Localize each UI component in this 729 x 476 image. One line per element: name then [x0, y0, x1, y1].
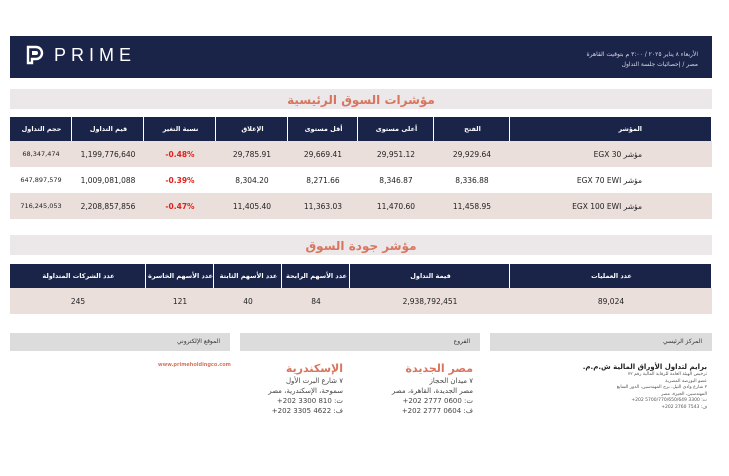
transactions-cell: 89,024 [510, 288, 712, 314]
prime-logo-icon [26, 45, 44, 65]
gainers-cell: 84 [282, 288, 350, 314]
losers-cell: 121 [146, 288, 214, 314]
hq-address: المهندسين، الجيزة، مصر [661, 391, 707, 397]
report-date: الأربعاء ٨ يناير ٢٠٢٥ / ٣:٠٠ م بتوقيت ال… [586, 51, 698, 58]
low-cell: 11,363.03 [288, 193, 358, 219]
branch-alexandria: الإسكندرية ٧ شارع البرت الأول سموحة، الإ… [268, 362, 343, 416]
hq-license: ترخيص الهيئة العامة للرقابة المالية رقم … [627, 372, 707, 377]
main-indices-table: حجم التداول قيم التداول نسبة التغير الإغ… [10, 117, 712, 219]
col-low: أقل مستوى [288, 117, 358, 141]
head-office: برايم لتداول الأوراق المالية ش.م.م. ترخي… [583, 362, 707, 411]
high-cell: 8,346.87 [379, 175, 413, 185]
low-cell: 29,669.41 [288, 141, 358, 167]
market-quality-title: مؤشر جودة السوق [305, 239, 417, 253]
col-transactions: عدد العمليات [510, 264, 712, 288]
index-name-cell: مؤشر EGX 100 EWI [510, 193, 712, 219]
branch-phone: ت: 0600 2777 202+ [402, 397, 473, 405]
index-name-cell: مؤشر EGX 30 [510, 141, 712, 167]
low-cell: 8,271.66 [306, 175, 340, 185]
website-link[interactable]: www.primeholdingco.com [158, 362, 231, 368]
unchanged-cell: 40 [214, 288, 282, 314]
branch-address: ٧ ميدان الحجاز [429, 377, 473, 385]
branch-fax: ف: 4622 3305 202+ [271, 407, 343, 415]
col-high: أعلى مستوى [358, 117, 434, 141]
col-close: الإغلاق [216, 117, 288, 141]
report-subtitle: مصر / إحصائيات جلسة التداول [621, 61, 698, 68]
branch-name: الإسكندرية [285, 362, 343, 375]
col-open: الفتح [434, 117, 510, 141]
prime-logo: PRIME [24, 44, 136, 66]
volume-cell: 647,897,579 [20, 176, 62, 184]
branch-address: سموحة، الإسكندرية، مصر [268, 387, 343, 395]
hq-phone: ت: 3300 5700/770/650/649 202+ [631, 398, 707, 403]
col-volume: حجم التداول [10, 117, 72, 141]
hq-address: ٢ شارع وادي النيل، برج المهندسين، الدور … [616, 385, 707, 390]
col-losers: عدد الأسهم الخاسرة [146, 264, 214, 288]
close-cell: 8,304.20 [235, 175, 269, 185]
logo-text: PRIME [54, 44, 137, 65]
value-cell: 1,009,081,088 [80, 175, 136, 185]
col-value: قيم التداول [72, 117, 144, 141]
table-row: 245 121 40 84 2,938,792,451 89,024 [10, 288, 712, 314]
branch-fax: ف: 0604 2777 202+ [401, 407, 473, 415]
hq-membership: عضو البورصة المصرية [665, 378, 707, 384]
value-cell: 1,199,776,640 [72, 141, 144, 167]
table-header-row: حجم التداول قيم التداول نسبة التغير الإغ… [10, 117, 712, 141]
branch-address: ٧ شارع البرت الأول [285, 377, 343, 385]
change-cell: -0.39% [165, 175, 195, 185]
branch-phone: ت: 810 3300 202+ [276, 397, 343, 405]
website-label: الموقع الإلكتروني [10, 333, 230, 351]
open-cell: 11,458.95 [434, 193, 510, 219]
branches-label: الفروع [240, 333, 480, 351]
col-change: نسبة التغير [144, 117, 216, 141]
market-quality-table: عدد الشركات المتداولة عدد الأسهم الخاسرة… [10, 264, 712, 314]
open-cell: 29,929.64 [434, 141, 510, 167]
traded-companies-cell: 245 [10, 288, 146, 314]
open-cell: 8,336.88 [455, 175, 489, 185]
main-indices-title-bar: مؤشرات السوق الرئيسية [10, 89, 712, 109]
hq-label: المركز الرئيسي [490, 333, 712, 351]
table-row: 647,897,579 1,009,081,088 -0.39% 8,304.2… [10, 167, 712, 193]
col-turnover: قيمة التداول [350, 264, 510, 288]
close-cell: 29,785.91 [216, 141, 288, 167]
index-name-cell: مؤشر EGX 70 EWI [576, 175, 642, 185]
branch-address: مصر الجديدة، القاهرة، مصر [391, 387, 473, 395]
high-cell: 11,470.60 [358, 193, 434, 219]
change-cell: -0.47% [144, 193, 216, 219]
market-quality-title-bar: مؤشر جودة السوق [10, 235, 712, 255]
change-cell: -0.48% [144, 141, 216, 167]
turnover-cell: 2,938,792,451 [350, 288, 510, 314]
high-cell: 29,951.12 [358, 141, 434, 167]
header-info: الأربعاء ٨ يناير ٢٠٢٥ / ٣:٠٠ م بتوقيت ال… [587, 50, 698, 70]
col-index: المؤشر [510, 117, 712, 141]
hq-fax: ف: 7543 2760 202+ [661, 404, 707, 410]
main-indices-title: مؤشرات السوق الرئيسية [287, 93, 435, 107]
report-header: PRIME الأربعاء ٨ يناير ٢٠٢٥ / ٣:٠٠ م بتو… [10, 36, 712, 78]
volume-cell: 716,245,053 [10, 193, 72, 219]
volume-cell: 68,347,474 [10, 141, 72, 167]
branch-heliopolis: مصر الجديدة ٧ ميدان الحجاز مصر الجديدة، … [392, 362, 473, 416]
col-gainers: عدد الأسهم الرابحة [282, 264, 350, 288]
value-cell: 2,208,857,856 [72, 193, 144, 219]
close-cell: 11,405.40 [216, 193, 288, 219]
table-header-row: عدد الشركات المتداولة عدد الأسهم الخاسرة… [10, 264, 712, 288]
table-row: 68,347,474 1,199,776,640 -0.48% 29,785.9… [10, 141, 712, 167]
company-name: برايم لتداول الأوراق المالية ش.م.م. [582, 363, 707, 371]
branch-name: مصر الجديدة [405, 362, 473, 375]
col-unchanged: عدد الأسهم الثابتة [214, 264, 282, 288]
table-row: 716,245,053 2,208,857,856 -0.47% 11,405.… [10, 193, 712, 219]
col-traded-companies: عدد الشركات المتداولة [10, 264, 146, 288]
